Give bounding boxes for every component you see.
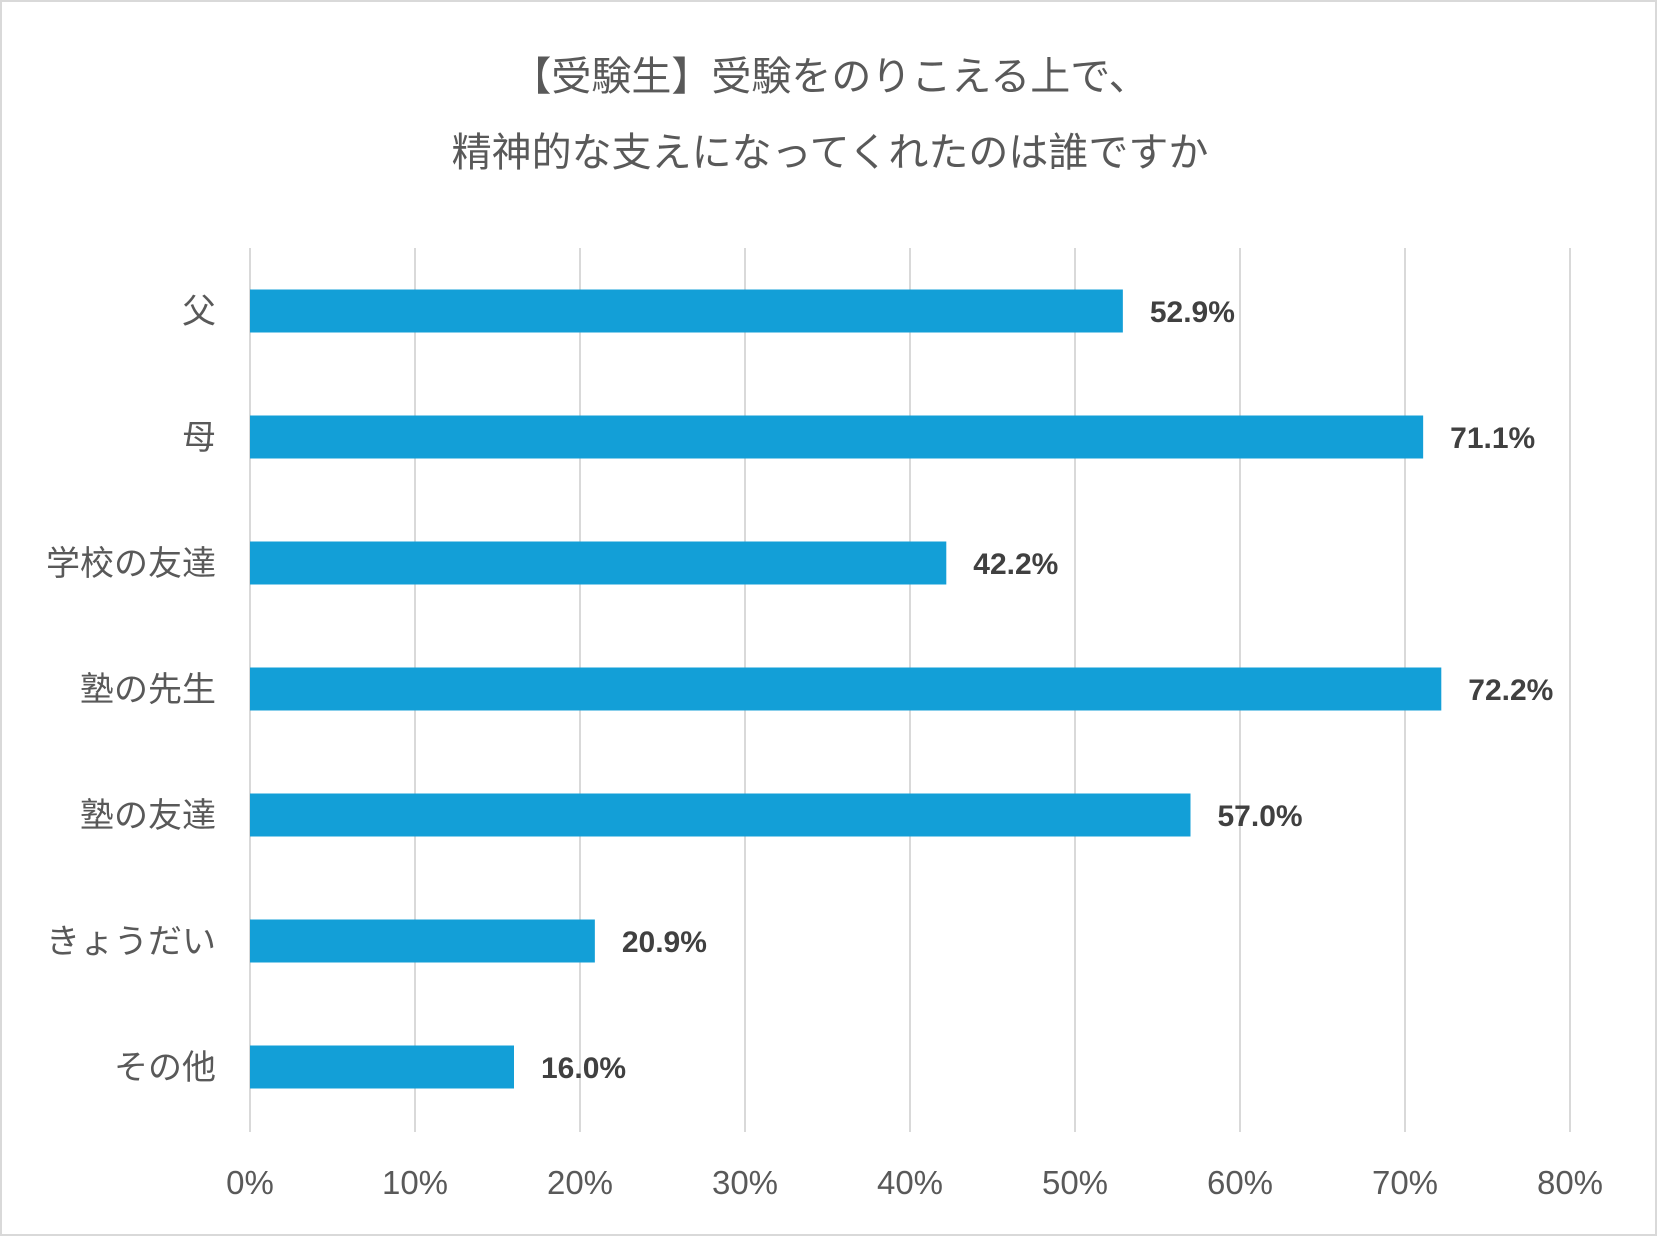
value-label-3: 42.2% [973, 548, 1058, 581]
category-label-7: その他 [114, 1048, 216, 1088]
value-label-5: 57.0% [1218, 800, 1303, 833]
category-label-4: 塾の先生 [80, 670, 216, 710]
bars [250, 289, 1442, 1089]
category-label-3: 学校の友達 [46, 544, 216, 584]
bar-5 [250, 793, 1191, 837]
x-tick-label-30: 30% [712, 1164, 778, 1201]
value-label-7: 16.0% [541, 1052, 626, 1085]
chart-title: 【受験生】受験をのりこえる上で、 精神的な支えになってくれたのは誰ですか [452, 54, 1209, 176]
x-tick-label-10: 10% [382, 1164, 448, 1201]
value-label-2: 71.1% [1450, 422, 1535, 455]
x-tick-label-40: 40% [877, 1164, 943, 1201]
chart-title-line-2: 精神的な支えになってくれたのは誰ですか [452, 130, 1209, 176]
bar-3 [250, 541, 947, 585]
x-tick-label-20: 20% [547, 1164, 613, 1201]
x-tick-label-50: 50% [1042, 1164, 1108, 1201]
x-tick-label-70: 70% [1372, 1164, 1438, 1201]
value-labels: 52.9% 71.1% 42.2% 72.2% 57.0% 20.9% 16.0% [541, 296, 1553, 1085]
bar-4 [250, 667, 1442, 711]
x-tick-label-60: 60% [1207, 1164, 1273, 1201]
value-label-6: 20.9% [622, 926, 707, 959]
value-label-4: 72.2% [1468, 674, 1553, 707]
chart-title-line-1: 【受験生】受験をのりこえる上で、 [511, 54, 1148, 100]
category-label-1: 父 [182, 292, 216, 332]
bar-6 [250, 919, 595, 963]
bar-7 [250, 1045, 514, 1089]
x-tick-label-0: 0% [226, 1164, 274, 1201]
value-label-1: 52.9% [1150, 296, 1235, 329]
category-label-5: 塾の友達 [80, 796, 216, 836]
x-tick-label-80: 80% [1537, 1164, 1603, 1201]
x-axis-tick-labels: 0% 10% 20% 30% 40% 50% 60% 70% 80% [226, 1164, 1603, 1201]
bar-2 [250, 415, 1424, 459]
category-label-6: きょうだい [46, 922, 216, 962]
bar-1 [250, 289, 1123, 333]
category-label-2: 母 [182, 418, 216, 458]
